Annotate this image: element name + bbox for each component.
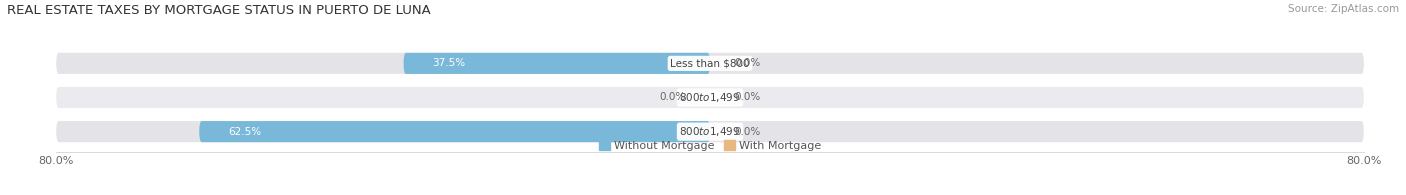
Text: Source: ZipAtlas.com: Source: ZipAtlas.com [1288,4,1399,14]
Text: 62.5%: 62.5% [228,127,262,137]
Text: 0.0%: 0.0% [734,127,761,137]
Text: 37.5%: 37.5% [432,58,465,68]
Legend: Without Mortgage, With Mortgage: Without Mortgage, With Mortgage [595,136,825,155]
Text: $800 to $1,499: $800 to $1,499 [679,91,741,104]
Text: $800 to $1,499: $800 to $1,499 [679,125,741,138]
FancyBboxPatch shape [404,53,710,74]
Text: 0.0%: 0.0% [734,58,761,68]
Text: 0.0%: 0.0% [659,92,686,103]
FancyBboxPatch shape [56,53,1364,74]
Text: REAL ESTATE TAXES BY MORTGAGE STATUS IN PUERTO DE LUNA: REAL ESTATE TAXES BY MORTGAGE STATUS IN … [7,4,430,17]
Text: Less than $800: Less than $800 [671,58,749,68]
FancyBboxPatch shape [56,87,1364,108]
FancyBboxPatch shape [200,121,710,142]
Text: 0.0%: 0.0% [734,92,761,103]
FancyBboxPatch shape [56,121,1364,142]
